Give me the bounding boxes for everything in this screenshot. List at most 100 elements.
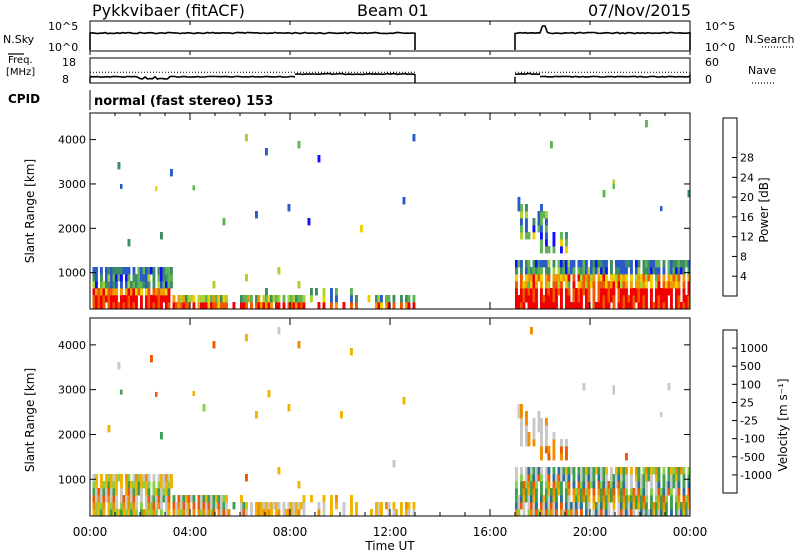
- data-cell: [627, 295, 631, 303]
- data-cell: [680, 302, 683, 310]
- data-cell: [630, 274, 633, 282]
- data-cell: [592, 467, 596, 475]
- data-cell: [547, 260, 551, 268]
- data-cell: [380, 295, 383, 303]
- data-cell: [635, 260, 638, 268]
- data-cell: [125, 274, 128, 282]
- data-cell: [642, 481, 646, 489]
- data-cell: [137, 274, 141, 282]
- data-cell: [587, 302, 591, 310]
- data-cell: [375, 502, 378, 510]
- data-cell: [677, 495, 681, 503]
- data-cell: [92, 302, 96, 310]
- data-cell: [107, 502, 111, 510]
- data-cell: [592, 302, 596, 310]
- data-cell: [160, 274, 163, 282]
- data-cell: [595, 267, 598, 275]
- data-cell: [170, 474, 173, 482]
- data-cell: [265, 502, 268, 510]
- data-cell: [302, 295, 306, 303]
- data-cell: [565, 288, 568, 296]
- data-cell: [147, 495, 151, 503]
- data-cell: [530, 302, 533, 310]
- data-cell: [240, 502, 243, 510]
- data-cell: [180, 509, 183, 517]
- data-cell: [547, 495, 551, 503]
- data-cell: [520, 488, 523, 496]
- data-cell: [547, 246, 551, 254]
- data-cell: [377, 509, 381, 517]
- data-cell: [517, 404, 521, 412]
- data-cell: [210, 509, 213, 517]
- data-cell: [97, 509, 101, 517]
- data-cell: [560, 295, 563, 303]
- data-cell: [630, 481, 633, 489]
- data-cell: [540, 281, 543, 289]
- data-cell: [552, 260, 556, 268]
- data-cell: [532, 225, 536, 233]
- data-cell: [662, 302, 666, 310]
- data-cell: [150, 267, 153, 275]
- data-cell: [117, 509, 121, 517]
- data-cell: [565, 446, 568, 454]
- data-cell: [645, 302, 648, 310]
- data-cell: [630, 502, 633, 510]
- colorbar-frame: [722, 329, 738, 494]
- data-cell: [672, 260, 676, 268]
- data-cell: [557, 467, 561, 475]
- data-cell: [590, 481, 593, 489]
- data-cell: [240, 495, 243, 503]
- data-cell: [560, 502, 563, 510]
- data-cell: [160, 232, 163, 240]
- data-cell: [560, 495, 563, 503]
- data-cell: [577, 488, 581, 496]
- data-cell: [515, 509, 518, 517]
- data-cell: [145, 288, 148, 296]
- data-cell: [572, 281, 576, 289]
- data-cell: [545, 418, 548, 426]
- data-cell: [135, 288, 138, 296]
- data-cell: [250, 295, 253, 303]
- data-cell: [550, 295, 553, 303]
- data-cell: [557, 267, 561, 275]
- data-cell: [102, 495, 106, 503]
- data-cell: [117, 162, 121, 170]
- data-cell: [132, 495, 136, 503]
- data-cell: [657, 481, 661, 489]
- data-cell: [265, 288, 268, 296]
- data-cell: [655, 288, 658, 296]
- data-cell: [125, 481, 128, 489]
- data-cell: [105, 474, 108, 482]
- data-cell: [655, 260, 658, 268]
- data-cell: [545, 302, 548, 310]
- data-cell: [652, 260, 656, 268]
- data-cell: [142, 267, 146, 275]
- data-cell: [657, 495, 661, 503]
- data-cell: [582, 474, 586, 482]
- data-cell: [245, 509, 248, 517]
- data-cell: [272, 295, 276, 303]
- data-cell: [642, 467, 646, 475]
- data-cell: [102, 288, 106, 296]
- data-cell: [602, 288, 606, 296]
- data-cell: [157, 295, 161, 303]
- data-cell: [547, 467, 551, 475]
- data-cell: [657, 502, 661, 510]
- data-cell: [167, 502, 171, 510]
- data-cell: [607, 295, 611, 303]
- data-cell: [95, 495, 98, 503]
- data-cell: [157, 495, 161, 503]
- data-cell: [625, 474, 628, 482]
- data-cell: [550, 302, 553, 310]
- data-cell: [645, 488, 648, 496]
- data-cell: [97, 295, 101, 303]
- data-cell: [377, 295, 381, 303]
- data-cell: [197, 495, 201, 503]
- data-cell: [662, 288, 666, 296]
- data-cell: [245, 334, 248, 342]
- data-cell: [620, 481, 623, 489]
- noise-line-segment: [514, 25, 691, 50]
- data-cell: [587, 295, 591, 303]
- data-cell: [665, 488, 668, 496]
- data-cell: [117, 267, 121, 275]
